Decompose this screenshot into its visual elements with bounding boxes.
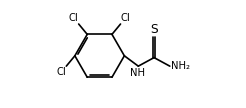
Text: Cl: Cl: [68, 13, 78, 23]
Text: Cl: Cl: [56, 67, 66, 77]
Text: NH₂: NH₂: [171, 61, 190, 71]
Text: Cl: Cl: [121, 13, 131, 23]
Text: S: S: [150, 23, 158, 36]
Text: NH: NH: [130, 68, 145, 78]
